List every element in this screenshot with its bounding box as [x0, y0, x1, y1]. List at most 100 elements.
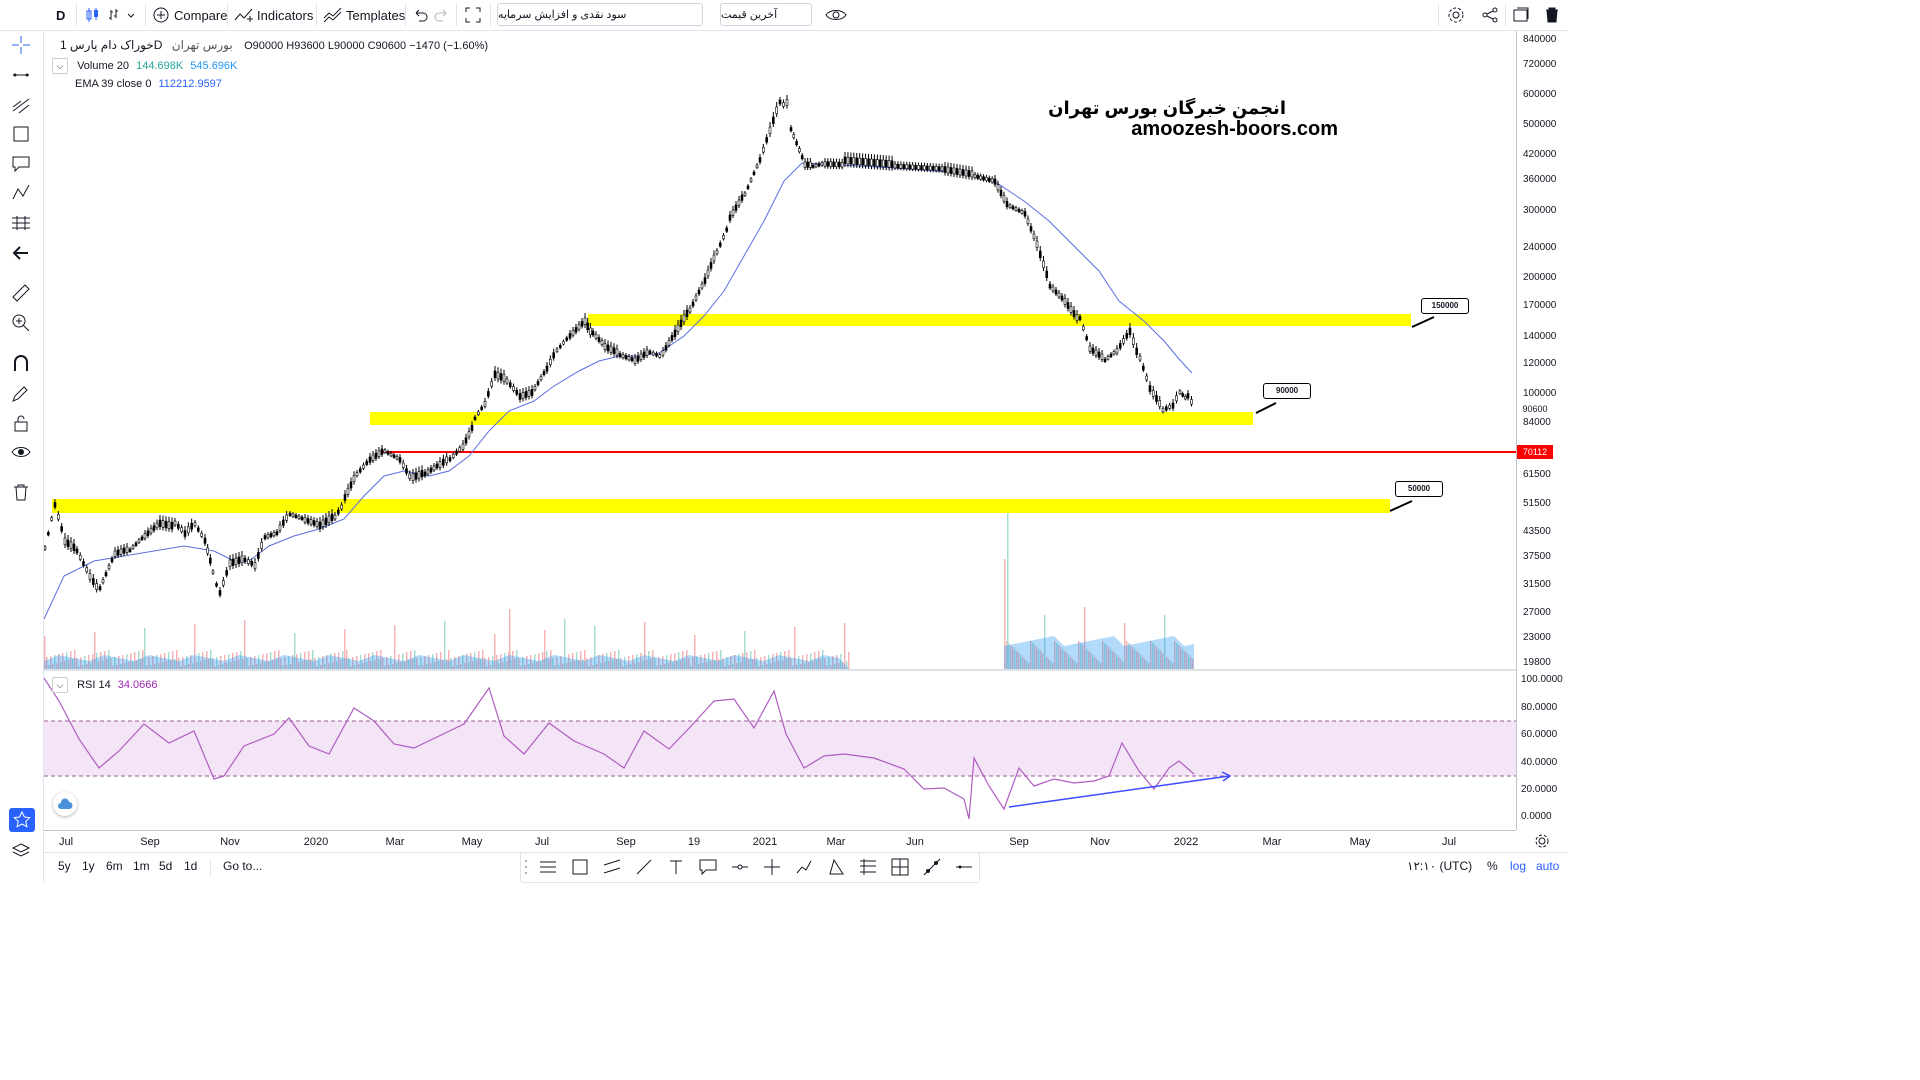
collapse-chevron-icon[interactable]: ⌵ [52, 677, 68, 693]
range-1m[interactable]: 1m [133, 859, 150, 873]
pattern-icon [12, 184, 30, 200]
back-tool[interactable] [8, 241, 34, 265]
templates-button[interactable]: Templates [323, 0, 405, 30]
candle-body [615, 348, 619, 356]
volume-bar [160, 654, 162, 669]
volume-bar [48, 665, 50, 669]
callout-90000[interactable]: 90000 [1263, 383, 1311, 399]
trendline-tool[interactable] [633, 856, 655, 878]
crosshair-tool[interactable] [8, 33, 34, 57]
callout-tool[interactable] [8, 152, 34, 176]
volume-bar [692, 657, 694, 669]
support-zone-90000[interactable] [370, 412, 1253, 425]
redo-button[interactable] [434, 0, 450, 30]
ruler-tool[interactable] [8, 281, 34, 305]
range-6m[interactable]: 6m [106, 859, 123, 873]
fib-retracement-tool[interactable] [857, 856, 879, 878]
candle-body [330, 513, 334, 521]
extended-line-tool[interactable] [921, 856, 943, 878]
eye-icon [11, 447, 31, 457]
settings-button[interactable] [1447, 0, 1465, 30]
range-1d[interactable]: 1d [184, 859, 198, 873]
volume-bar [170, 660, 172, 669]
pattern-tool[interactable] [8, 181, 34, 205]
collapse-chevron-icon[interactable]: ⌵ [52, 58, 68, 74]
volume-bar [588, 666, 590, 669]
cloud-button[interactable] [53, 792, 77, 816]
zoom-tool[interactable] [8, 311, 34, 335]
measure-tool[interactable] [8, 211, 34, 235]
price-source-dropdown[interactable]: ⌵ آخرین قیمت [720, 3, 812, 26]
chart-style-button[interactable] [84, 0, 100, 30]
chart-settings-button[interactable] [1534, 833, 1550, 854]
undo-button[interactable] [412, 0, 428, 30]
auto-toggle[interactable]: auto [1536, 859, 1560, 873]
lock-drawing-tool[interactable] [8, 381, 34, 405]
callout-leader-150000 [1411, 316, 1435, 328]
range-5y[interactable]: 5y [58, 859, 71, 873]
horizontal-ray-tool[interactable] [729, 856, 751, 878]
callout-150000[interactable]: 150000 [1421, 298, 1469, 314]
callout-tool-2[interactable] [697, 856, 719, 878]
candle-body [161, 520, 165, 528]
volume-bar [654, 658, 656, 669]
date-range-tool[interactable] [889, 856, 911, 878]
log-toggle[interactable]: log [1510, 859, 1527, 873]
clock-label[interactable]: ۱۲:۱۰ (UTC) [1407, 859, 1473, 873]
fib-tool[interactable] [8, 93, 34, 117]
object-tree-button[interactable] [8, 839, 34, 863]
horizontal-line-tool[interactable] [953, 856, 975, 878]
favorites-button[interactable] [9, 808, 35, 832]
compare-button[interactable]: Compare [152, 0, 227, 30]
candle-body [448, 457, 452, 462]
line-tool[interactable] [8, 63, 34, 87]
goto-button[interactable]: Go to... [223, 859, 263, 873]
candle-body [949, 167, 953, 174]
rectangle-tool[interactable] [8, 122, 34, 146]
cross-line-tool[interactable] [761, 856, 783, 878]
rsi-scale-label: 20.0000 [1521, 784, 1558, 795]
volume-bar [592, 665, 594, 669]
share-button[interactable] [1481, 0, 1499, 30]
indicators-button[interactable]: Indicators [234, 0, 313, 30]
callout-50000[interactable]: 50000 [1395, 481, 1443, 497]
rectangle-tool-2[interactable] [569, 856, 591, 878]
lock-tool[interactable] [8, 411, 34, 435]
price-scale[interactable]: 840000 720000 600000 500000 420000 360000 3000… [1516, 31, 1569, 830]
percent-toggle[interactable]: % [1487, 859, 1498, 873]
hide-tool[interactable] [8, 440, 34, 464]
fullscreen-button[interactable] [464, 0, 482, 30]
volume-bar [236, 652, 238, 669]
price-chart[interactable] [44, 31, 1516, 830]
drag-handle-icon[interactable] [523, 856, 531, 878]
interval-button[interactable]: D [56, 0, 65, 30]
volume-bar [308, 651, 310, 669]
magnet-tool[interactable] [8, 351, 34, 375]
bars-chevron-icon [109, 9, 134, 20]
range-1y[interactable]: 1y [82, 859, 95, 873]
bar-style-button[interactable] [108, 0, 134, 30]
dividends-dropdown[interactable]: ⌵ سود نقدی و افزایش سرمایه [497, 3, 703, 26]
parallel-channel-tool[interactable] [601, 856, 623, 878]
remove-drawings-tool[interactable] [8, 480, 34, 504]
candle-body [1045, 270, 1049, 278]
volume-bar [1084, 607, 1086, 669]
triangle-tool[interactable] [825, 856, 847, 878]
rsi-trendline[interactable] [1008, 775, 1230, 808]
text-tool[interactable] [665, 856, 687, 878]
range-5d[interactable]: 5d [159, 859, 173, 873]
delete-chart-button[interactable] [1544, 0, 1560, 30]
candle-body [976, 174, 980, 179]
volume-bar [270, 652, 272, 669]
support-zone-50000[interactable] [52, 499, 1390, 513]
volume-bar [324, 664, 326, 669]
resistance-zone-150000[interactable] [588, 314, 1411, 326]
snapshot-button[interactable] [1512, 0, 1530, 30]
time-axis[interactable]: Jul Sep Nov 2020 Mar May Jul Sep 19 2021 Mar Jun Sep… [44, 830, 1516, 853]
candle-body [706, 269, 710, 277]
candle-body [107, 565, 111, 570]
path-tool[interactable] [793, 856, 815, 878]
horizontal-lines-tool[interactable] [537, 856, 559, 878]
visibility-button[interactable] [825, 0, 847, 30]
volume-bar [1008, 643, 1010, 669]
